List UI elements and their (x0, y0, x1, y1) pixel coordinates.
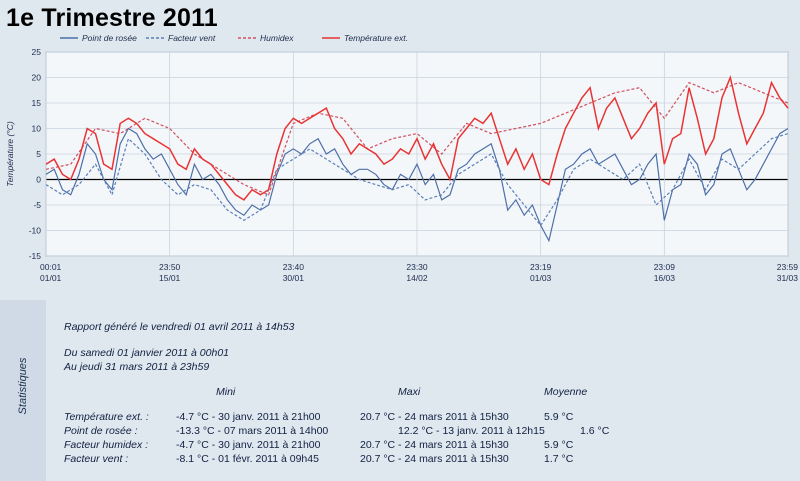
x-tick-time: 23:09 (654, 262, 676, 272)
report-generated-text: Rapport généré le vendredi 01 avril 2011… (64, 321, 295, 333)
x-tick-time: 23:30 (406, 262, 428, 272)
page-title: 1e Trimestre 2011 (6, 4, 218, 32)
y-tick-label: -10 (29, 226, 42, 236)
y-tick-label: 0 (36, 175, 41, 185)
chart-legend: Point de rosée Facteur vent Humidex Tempéra… (60, 33, 408, 43)
row-moyenne: 5.9 °C (544, 411, 574, 423)
statistics-panel: Statistiques Rapport généré le vendredi … (0, 300, 800, 481)
y-tick-label: 25 (32, 47, 42, 57)
x-tick-date: 14/02 (406, 273, 428, 283)
y-axis-label: Température (°C) (5, 121, 15, 187)
x-tick-time: 23:50 (159, 262, 181, 272)
x-tick-date: 01/01 (40, 273, 62, 283)
x-tick-time: 23:40 (283, 262, 305, 272)
x-tick-date: 16/03 (654, 273, 676, 283)
row-maxi: 20.7 °C - 24 mars 2011 à 15h30 (360, 411, 509, 423)
temperature-chart: 25 20 15 10 5 0 -5 -10 -15 00:01 01/01 23:50 15/01 2… (0, 30, 800, 292)
row-label: Point de rosée : (64, 425, 138, 437)
statistics-side-label: Statistiques (17, 357, 29, 415)
legend-label: Facteur vent (168, 33, 216, 43)
x-tick-date: 31/03 (777, 273, 799, 283)
row-label: Facteur humidex : (64, 439, 149, 451)
row-mini: -4.7 °C - 30 janv. 2011 à 21h00 (176, 439, 321, 451)
y-tick-label: 5 (36, 149, 41, 159)
series-line (45, 81, 789, 196)
y-tick-label: -15 (29, 251, 42, 261)
x-tick-date: 30/01 (283, 273, 305, 283)
series-line (45, 133, 789, 227)
column-maxi: Maxi (398, 386, 421, 398)
x-tick-time: 23:19 (530, 262, 552, 272)
row-maxi: 20.7 °C - 24 mars 2011 à 15h30 (360, 453, 509, 465)
row-moyenne: 1.6 °C (580, 425, 610, 437)
series-line (45, 127, 789, 243)
row-mini: -13.3 °C - 07 mars 2011 à 14h00 (176, 425, 329, 437)
row-maxi: 20.7 °C - 24 mars 2011 à 15h30 (360, 439, 509, 451)
x-tick-time: 23:59 (777, 262, 799, 272)
x-tick-time: 00:01 (40, 262, 62, 272)
y-tick-label: 10 (32, 124, 42, 134)
y-tick-label: -5 (33, 200, 41, 210)
chart-grid (45, 51, 789, 257)
row-moyenne: 1.7 °C (544, 453, 574, 465)
row-maxi: 12.2 °C - 13 janv. 2011 à 12h15 (398, 425, 545, 437)
legend-label: Humidex (260, 33, 294, 43)
x-tick-date: 15/01 (159, 273, 181, 283)
y-tick-label: 15 (32, 98, 42, 108)
row-label: Température ext. : (64, 411, 149, 423)
y-axis: 25 20 15 10 5 0 -5 -10 -15 (29, 47, 42, 261)
series-line (45, 75, 789, 201)
chart-series (45, 75, 789, 243)
statistics-side-bar: Statistiques (0, 300, 46, 481)
row-label: Facteur vent : (64, 453, 129, 465)
row-mini: -4.7 °C - 30 janv. 2011 à 21h00 (176, 411, 321, 423)
y-tick-label: 20 (32, 73, 42, 83)
column-moyenne: Moyenne (544, 386, 588, 398)
column-mini: Mini (216, 386, 236, 398)
legend-label: Point de rosée (82, 33, 137, 43)
row-moyenne: 5.9 °C (544, 439, 574, 451)
row-mini: -8.1 °C - 01 févr. 2011 à 09h45 (176, 453, 319, 465)
period-to-text: Au jeudi 31 mars 2011 à 23h59 (64, 361, 210, 373)
period-from-text: Du samedi 01 janvier 2011 à 00h01 (64, 347, 230, 359)
x-tick-date: 01/03 (530, 273, 552, 283)
legend-label: Température ext. (344, 33, 408, 43)
